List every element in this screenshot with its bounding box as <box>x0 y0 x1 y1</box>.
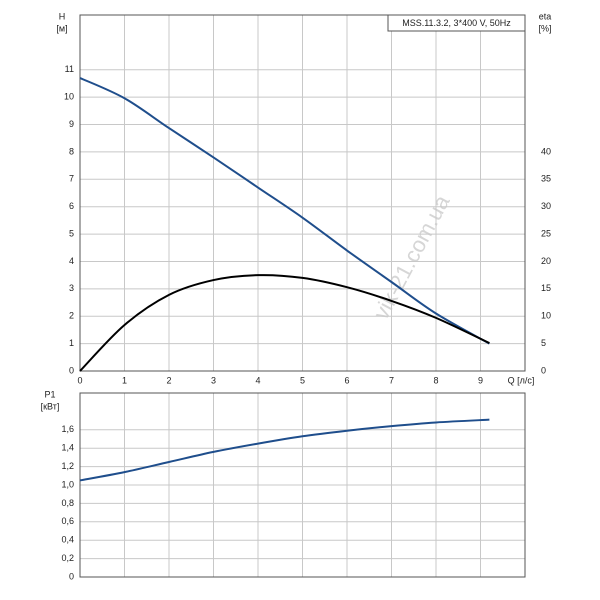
y2-tick-label: 5 <box>541 338 546 348</box>
y2-tick-label: 25 <box>541 228 551 238</box>
plot-frame <box>79 392 526 578</box>
x-tick-label: 3 <box>211 375 216 385</box>
chart-title: MSS.11.3.2, 3*400 V, 50Hz <box>402 18 511 28</box>
y-tick-label: 1,6 <box>61 424 74 434</box>
y-axis-unit: [кВт] <box>41 401 60 411</box>
x-tick-label: 0 <box>77 375 82 385</box>
y-tick-label: 6 <box>69 201 74 211</box>
x-tick-label: 9 <box>478 375 483 385</box>
y-tick-label: 0 <box>69 571 74 581</box>
x-tick-label: 6 <box>344 375 349 385</box>
y2-tick-label: 15 <box>541 283 551 293</box>
y-tick-label: 7 <box>69 174 74 184</box>
y-tick-label: 1,4 <box>61 443 74 453</box>
y2-tick-label: 40 <box>541 146 551 156</box>
y-tick-label: 0 <box>69 365 74 375</box>
y-tick-label: 11 <box>65 64 74 74</box>
y-tick-label: 0,8 <box>61 498 74 508</box>
y2-tick-label: 20 <box>541 256 551 266</box>
y2-tick-label: 0 <box>541 365 546 375</box>
y-axis-unit: [м] <box>56 23 67 33</box>
x-tick-label: 4 <box>255 375 260 385</box>
y-tick-label: 1 <box>69 338 74 348</box>
curve <box>79 274 490 372</box>
x-tick-label: 2 <box>166 375 171 385</box>
x-tick-label: 8 <box>433 375 438 385</box>
y2-axis-unit: [%] <box>538 23 551 33</box>
curve <box>79 418 490 482</box>
y-tick-label: 5 <box>69 228 74 238</box>
y-tick-label: 0,4 <box>61 535 74 545</box>
y-tick-label: 1,2 <box>61 461 74 471</box>
plot-frame <box>79 14 526 372</box>
title-box <box>387 14 526 32</box>
curve <box>79 77 490 345</box>
y-tick-label: 9 <box>69 119 74 129</box>
y-tick-label: 8 <box>69 146 74 156</box>
y-tick-label: 3 <box>69 283 74 293</box>
x-tick-label: 1 <box>122 375 127 385</box>
y2-tick-label: 35 <box>541 174 551 184</box>
y-tick-label: 10 <box>64 92 74 102</box>
y-tick-label: 4 <box>69 256 74 266</box>
y2-tick-label: 30 <box>541 201 551 211</box>
y-tick-label: 1,0 <box>61 479 74 489</box>
x-tick-label: 7 <box>389 375 394 385</box>
y-tick-label: 0,6 <box>61 516 74 526</box>
y2-axis-label: eta <box>539 11 552 21</box>
x-tick-label: 5 <box>300 375 305 385</box>
y-axis-label: H <box>59 11 66 21</box>
x-axis-label: Q [л/с] <box>508 375 535 385</box>
y-tick-label: 0,2 <box>61 553 74 563</box>
y2-tick-label: 10 <box>541 311 551 321</box>
y-axis-label: P1 <box>44 389 55 399</box>
y-tick-label: 2 <box>69 311 74 321</box>
